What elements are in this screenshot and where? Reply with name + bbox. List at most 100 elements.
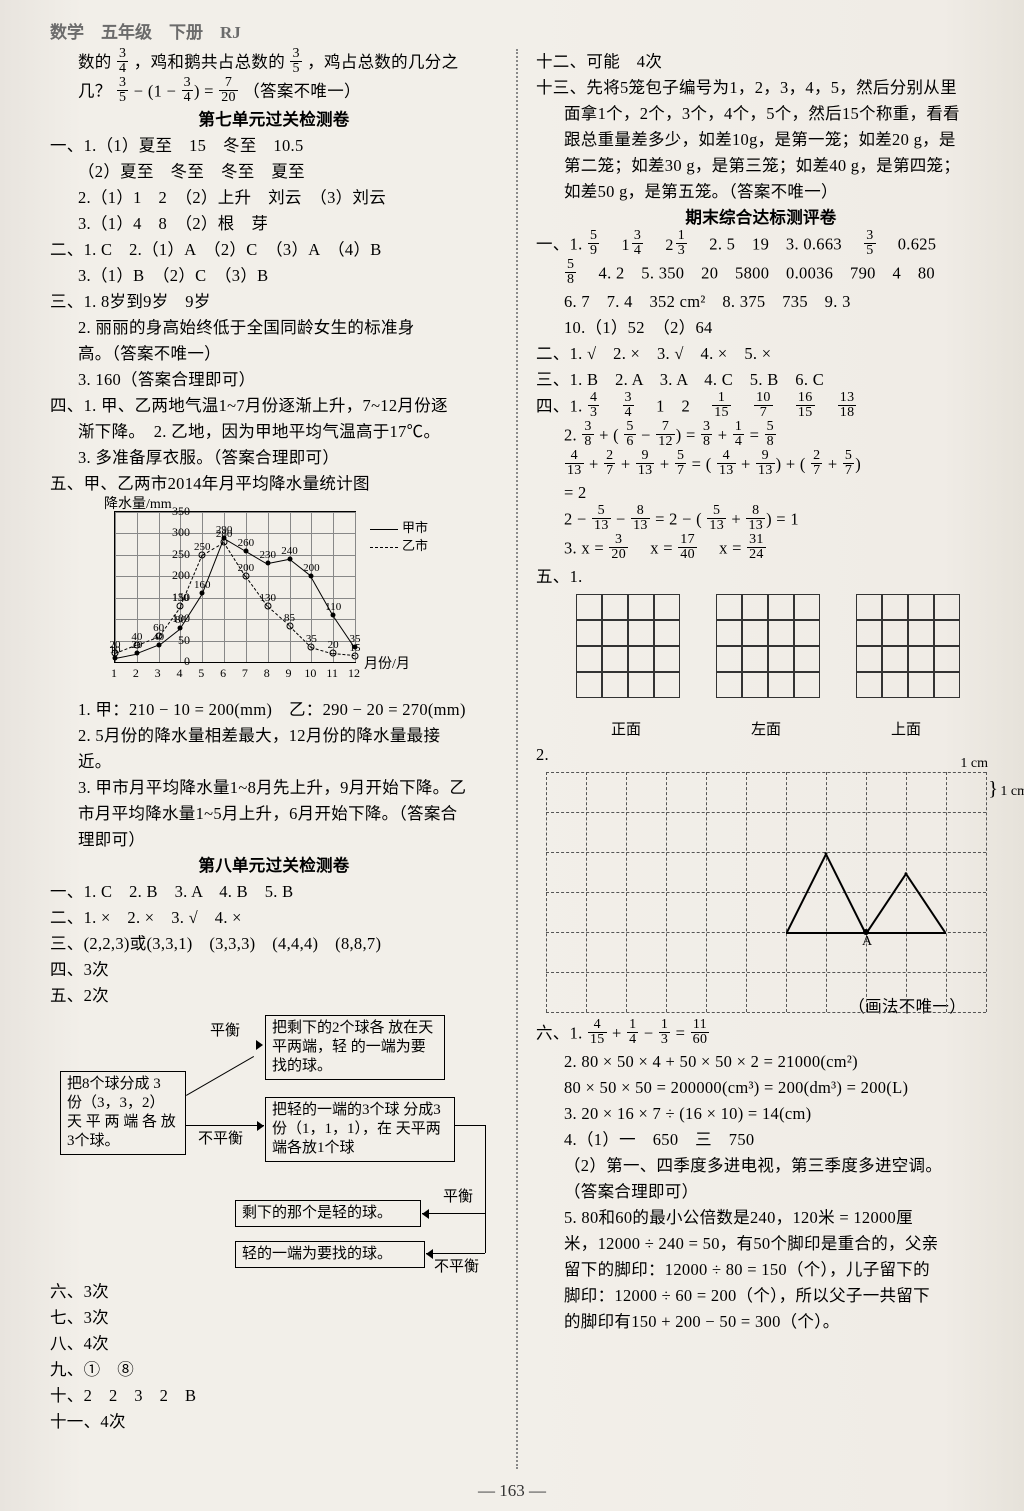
page-number: — 163 —	[0, 1481, 1024, 1501]
l: 2.（1）1 2 （2）上升 刘云 （3）刘云	[50, 185, 498, 211]
l: 二、1. √ 2. × 3. √ 4. × 5. ×	[536, 341, 986, 367]
l: 3.（1）4 8 （2）根 芽	[50, 211, 498, 237]
l: 五、2次	[50, 983, 498, 1009]
frac: 43	[588, 391, 599, 420]
frac: 27	[811, 449, 822, 478]
t: x =	[633, 539, 677, 558]
frac: 415	[588, 1018, 607, 1047]
f11: 2 − 513 − 813 = 2 − ( 513 + 813) = 1	[536, 506, 986, 535]
view-top-label: 上面	[866, 718, 946, 739]
l: 2. 80 × 50 × 4 + 50 × 50 × 2 = 21000(cm²…	[536, 1049, 986, 1075]
mfrac: 213	[665, 231, 688, 260]
t: 2.	[564, 426, 581, 445]
t: ，鸡和鹅共占总数的	[134, 52, 285, 71]
legend-line-icon	[370, 529, 398, 530]
l: 十一、4次	[50, 1409, 498, 1435]
frac: 320	[609, 533, 628, 562]
f2: 58 4. 2 5. 350 20 5800 0.0036 790 4 80	[536, 260, 986, 289]
l: 10.（1）52 （2）64	[536, 315, 986, 341]
frac: 27	[604, 449, 615, 478]
l: （2）第一、四季度多进电视，第三季度多进空调。	[536, 1153, 986, 1179]
l: 5. 80和60的最小公倍数是240，120米 = 12000厘	[536, 1205, 986, 1231]
cm-label-2: 1 cm	[1000, 784, 1024, 800]
frac: 14	[733, 420, 744, 449]
l: 3. 160（答案合理即可）	[50, 367, 498, 393]
l: 80 × 50 × 50 = 200000(cm³) = 200(dm³) = …	[536, 1075, 986, 1101]
frac: 413	[565, 449, 584, 478]
l: 十三、先将5笼包子编号为1，2，3，4，5，然后分别从里	[536, 75, 986, 101]
frac: 1740	[678, 533, 697, 562]
t: 乙市	[402, 538, 428, 553]
l: 七、3次	[50, 1305, 498, 1331]
f1: 一、1. 59 134 213 2. 5 19 3. 0.663 35 0.62…	[536, 231, 986, 260]
frac-3-4: 34	[117, 47, 128, 76]
l: 八、4次	[50, 1331, 498, 1357]
two-column-layout: 数的 34 ，鸡和鹅共占总数的 35 ，鸡占总数的几分之 几？ 35 − (1 …	[50, 49, 986, 1469]
frac: 57	[843, 449, 854, 478]
balance-flowchart: 把8个球分成 3 份（3，3，2） 天 平 两 端 各 放3个球。 把剩下的2个…	[60, 1015, 490, 1275]
t: 0.625	[881, 235, 936, 254]
frac: 38	[582, 420, 593, 449]
frac: 1318	[838, 391, 857, 420]
page: 数学 五年级 下册 RJ 数的 34 ，鸡和鹅共占总数的 35 ，鸡占总数的几分…	[0, 0, 1024, 1511]
view-left-label: 左面	[726, 718, 806, 739]
l: 2. 丽丽的身高始终低于全国同龄女生的标准身	[50, 315, 498, 341]
frac: 3124	[747, 533, 766, 562]
t: 2 −	[564, 510, 591, 529]
l: 的脚印有150 + 200 − 50 = 300（个）。	[536, 1309, 986, 1335]
f9: 413 + 27 + 913 + 57 = ( 413 + 913) + ( 2…	[536, 451, 986, 480]
frac: 813	[631, 504, 650, 533]
unit8-title: 第八单元过关检测卷	[50, 853, 498, 879]
legend-a: 甲市	[370, 519, 428, 537]
l: 2. 5月份的降水量相差最大，12月份的降水量最接	[50, 723, 498, 749]
l: 市月平均降水量1~5月上升，6月开始下降。（答案合	[50, 801, 498, 827]
t: x =	[702, 539, 746, 558]
x-axis-label: 月份/月	[364, 653, 410, 673]
frac-3-5: 35	[290, 47, 301, 76]
l: 二、1. × 2. × 3. √ 4. ×	[50, 905, 498, 931]
t: 甲市	[402, 520, 428, 535]
l: 九、① ⑧	[50, 1357, 498, 1383]
legend-dash-icon	[370, 547, 398, 548]
t: 2. 5 19 3. 0.663	[692, 235, 858, 254]
l: 米，12000 ÷ 240 = 50，有50个脚印是重合的，父亲	[536, 1231, 986, 1257]
frac-7-20: 720	[219, 76, 238, 105]
chart-legend: 甲市 乙市	[370, 519, 428, 555]
g2-note: （画法不唯一）	[536, 994, 986, 1020]
right-column: 十二、可能 4次 十三、先将5笼包子编号为1，2，3，4，5，然后分别从里 面拿…	[518, 49, 986, 1469]
frac: 59	[588, 229, 599, 258]
l: 四、1. 甲、乙两地气温1~7月份逐渐上升，7~12月份逐	[50, 393, 498, 419]
three-view-grid: 正面 左面 上面	[576, 594, 956, 714]
five-label: 五、1.	[536, 564, 986, 590]
dot-grid-drawing: 1 cm 1 cm } A	[546, 772, 986, 992]
l: （2）夏至 冬至 冬至 夏至	[50, 159, 498, 185]
frac: 14	[627, 1018, 638, 1047]
frac-3-5b: 35	[117, 76, 128, 105]
brace-icon: }	[988, 778, 998, 801]
l: 十二、可能 4次	[536, 49, 986, 75]
flow-box-3: 把轻的一端的3个球 分成3份（1，1，1），在 天平两端各放1个球	[265, 1097, 455, 1162]
l: 3. 20 × 16 × 7 ÷ (16 × 10) = 14(cm)	[536, 1101, 986, 1127]
l: 第二笼；如差30 g，是第三笼；如差40 g，是第四笼；	[536, 153, 986, 179]
l: 留下的脚印：12000 ÷ 80 = 150（个），儿子留下的	[536, 1257, 986, 1283]
g2-label: 2.	[536, 742, 986, 768]
l: 六、3次	[50, 1279, 498, 1305]
t: 4. 2 5. 350 20 5800 0.0036 790 4 80	[582, 264, 935, 283]
frac: 513	[592, 504, 611, 533]
l: 二、1. C 2.（1）A （2）C （3）A （4）B	[50, 237, 498, 263]
intro-line-1: 数的 34 ，鸡和鹅共占总数的 35 ，鸡占总数的几分之	[50, 49, 498, 78]
frac: 115	[712, 391, 731, 420]
l: 3. 甲市月平均降水量1~8月先上升，9月开始下降。乙	[50, 775, 498, 801]
t: 1 2	[639, 397, 707, 416]
frac: 34	[623, 391, 634, 420]
t: ，鸡占总数的几分之	[307, 52, 458, 71]
t: 几？	[78, 81, 112, 100]
l: 脚印：12000 ÷ 60 = 200（个），所以父子一共留下	[536, 1283, 986, 1309]
s6-1: 六、1. 415 + 14 − 13 = 1160	[536, 1020, 986, 1049]
t: （答案不唯一）	[243, 81, 361, 100]
l: 四、3次	[50, 957, 498, 983]
unit7-title: 第七单元过关检测卷	[50, 107, 498, 133]
flow-label-unbalance: 不平衡	[198, 1127, 243, 1148]
t: 六、1.	[536, 1024, 587, 1043]
f12: 3. x = 320 x = 1740 x = 3124	[536, 535, 986, 564]
